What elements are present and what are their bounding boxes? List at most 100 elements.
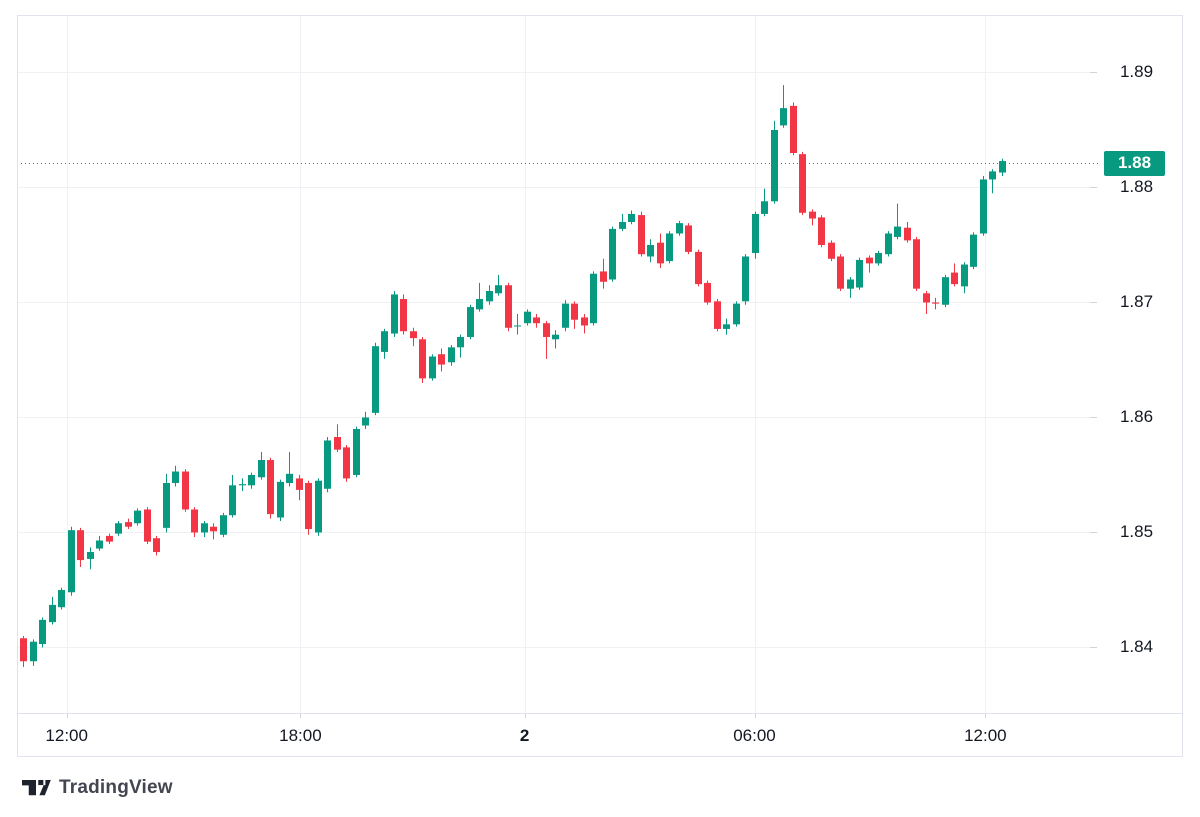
- candle: [134, 508, 141, 526]
- candle: [372, 342, 379, 416]
- candle: [552, 330, 559, 349]
- candle: [723, 318, 730, 335]
- candle: [543, 320, 550, 359]
- last-price-badge: 1.88: [1104, 150, 1165, 176]
- candle: [391, 290, 398, 337]
- candle: [581, 313, 588, 334]
- candle: [799, 151, 806, 216]
- candles-group: [20, 85, 1006, 668]
- time-tick-label: 06:00: [733, 726, 776, 745]
- candle: [191, 507, 198, 538]
- candle: [286, 451, 293, 487]
- time-tick-label: 12:00: [45, 726, 88, 745]
- candle: [676, 220, 683, 236]
- candle: [334, 424, 341, 452]
- candle: [239, 478, 246, 492]
- candle: [885, 231, 892, 257]
- candle: [524, 309, 531, 326]
- candle: [771, 120, 778, 204]
- time-tick-label: 2: [519, 726, 530, 745]
- candle: [258, 451, 265, 480]
- candle: [505, 282, 512, 332]
- candle: [229, 474, 236, 518]
- candle: [315, 478, 322, 536]
- candle: [153, 535, 160, 556]
- candle: [609, 226, 616, 282]
- candle: [657, 233, 664, 268]
- candle: [87, 547, 94, 570]
- candle: [172, 465, 179, 487]
- candle: [980, 175, 987, 236]
- price-tick-label: 1.84: [1119, 637, 1154, 657]
- candle: [951, 263, 958, 287]
- candle: [932, 297, 939, 310]
- candle: [818, 215, 825, 248]
- candle: [942, 274, 949, 308]
- candle: [30, 639, 37, 666]
- candle: [733, 301, 740, 327]
- candle: [761, 188, 768, 217]
- candle: [514, 313, 521, 335]
- candle: [600, 258, 607, 289]
- candle: [961, 262, 968, 294]
- price-tick-label: 1.89: [1119, 62, 1154, 82]
- candle: [495, 274, 502, 296]
- candle: [277, 479, 284, 521]
- candle: [638, 211, 645, 257]
- candle: [685, 223, 692, 255]
- price-axis[interactable]: 1.89 1.88 1.87 1.86 1.85 1.84: [1090, 15, 1183, 713]
- candle: [562, 300, 569, 332]
- candle: [476, 282, 483, 312]
- candle: [163, 473, 170, 533]
- candle: [875, 250, 882, 266]
- candle: [467, 304, 474, 340]
- candle: [296, 474, 303, 501]
- candle: [752, 211, 759, 259]
- candle: [182, 469, 189, 512]
- candle: [666, 231, 673, 264]
- candle: [410, 327, 417, 347]
- time-tick-label: 12:00: [964, 726, 1007, 745]
- candlestick-plot-area[interactable]: [17, 15, 1183, 757]
- candle: [837, 254, 844, 291]
- gridlines-group: [17, 15, 1183, 718]
- candle: [267, 457, 274, 519]
- candle: [96, 535, 103, 551]
- candle: [486, 285, 493, 305]
- candle: [989, 169, 996, 194]
- candle: [913, 236, 920, 291]
- candle: [448, 345, 455, 366]
- candle: [590, 271, 597, 326]
- candle: [856, 257, 863, 290]
- candle: [647, 239, 654, 263]
- candle: [847, 277, 854, 298]
- candle: [704, 280, 711, 305]
- price-tick-label: 1.87: [1119, 292, 1154, 312]
- candle: [999, 158, 1006, 176]
- candle: [571, 301, 578, 329]
- candle: [904, 221, 911, 243]
- candle: [353, 426, 360, 478]
- candle: [970, 232, 977, 270]
- candle: [106, 533, 113, 544]
- candle: [714, 299, 721, 332]
- candle: [419, 336, 426, 383]
- candle: [809, 209, 816, 226]
- candle: [343, 445, 350, 482]
- tradingview-attribution-link[interactable]: TradingView: [22, 774, 173, 801]
- candle: [790, 102, 797, 156]
- candle: [828, 240, 835, 262]
- candle: [210, 523, 217, 540]
- time-axis[interactable]: 12:00 18:00 2 06:00 12:00: [17, 713, 1183, 757]
- candle: [619, 213, 626, 232]
- candle: [429, 354, 436, 381]
- candle: [144, 507, 151, 544]
- price-tick-label: 1.85: [1119, 522, 1154, 542]
- candle: [457, 334, 464, 358]
- candle: [20, 635, 27, 668]
- candle: [49, 596, 56, 625]
- candle: [742, 254, 749, 305]
- price-tick-label: 1.88: [1119, 177, 1154, 197]
- candle: [201, 520, 208, 538]
